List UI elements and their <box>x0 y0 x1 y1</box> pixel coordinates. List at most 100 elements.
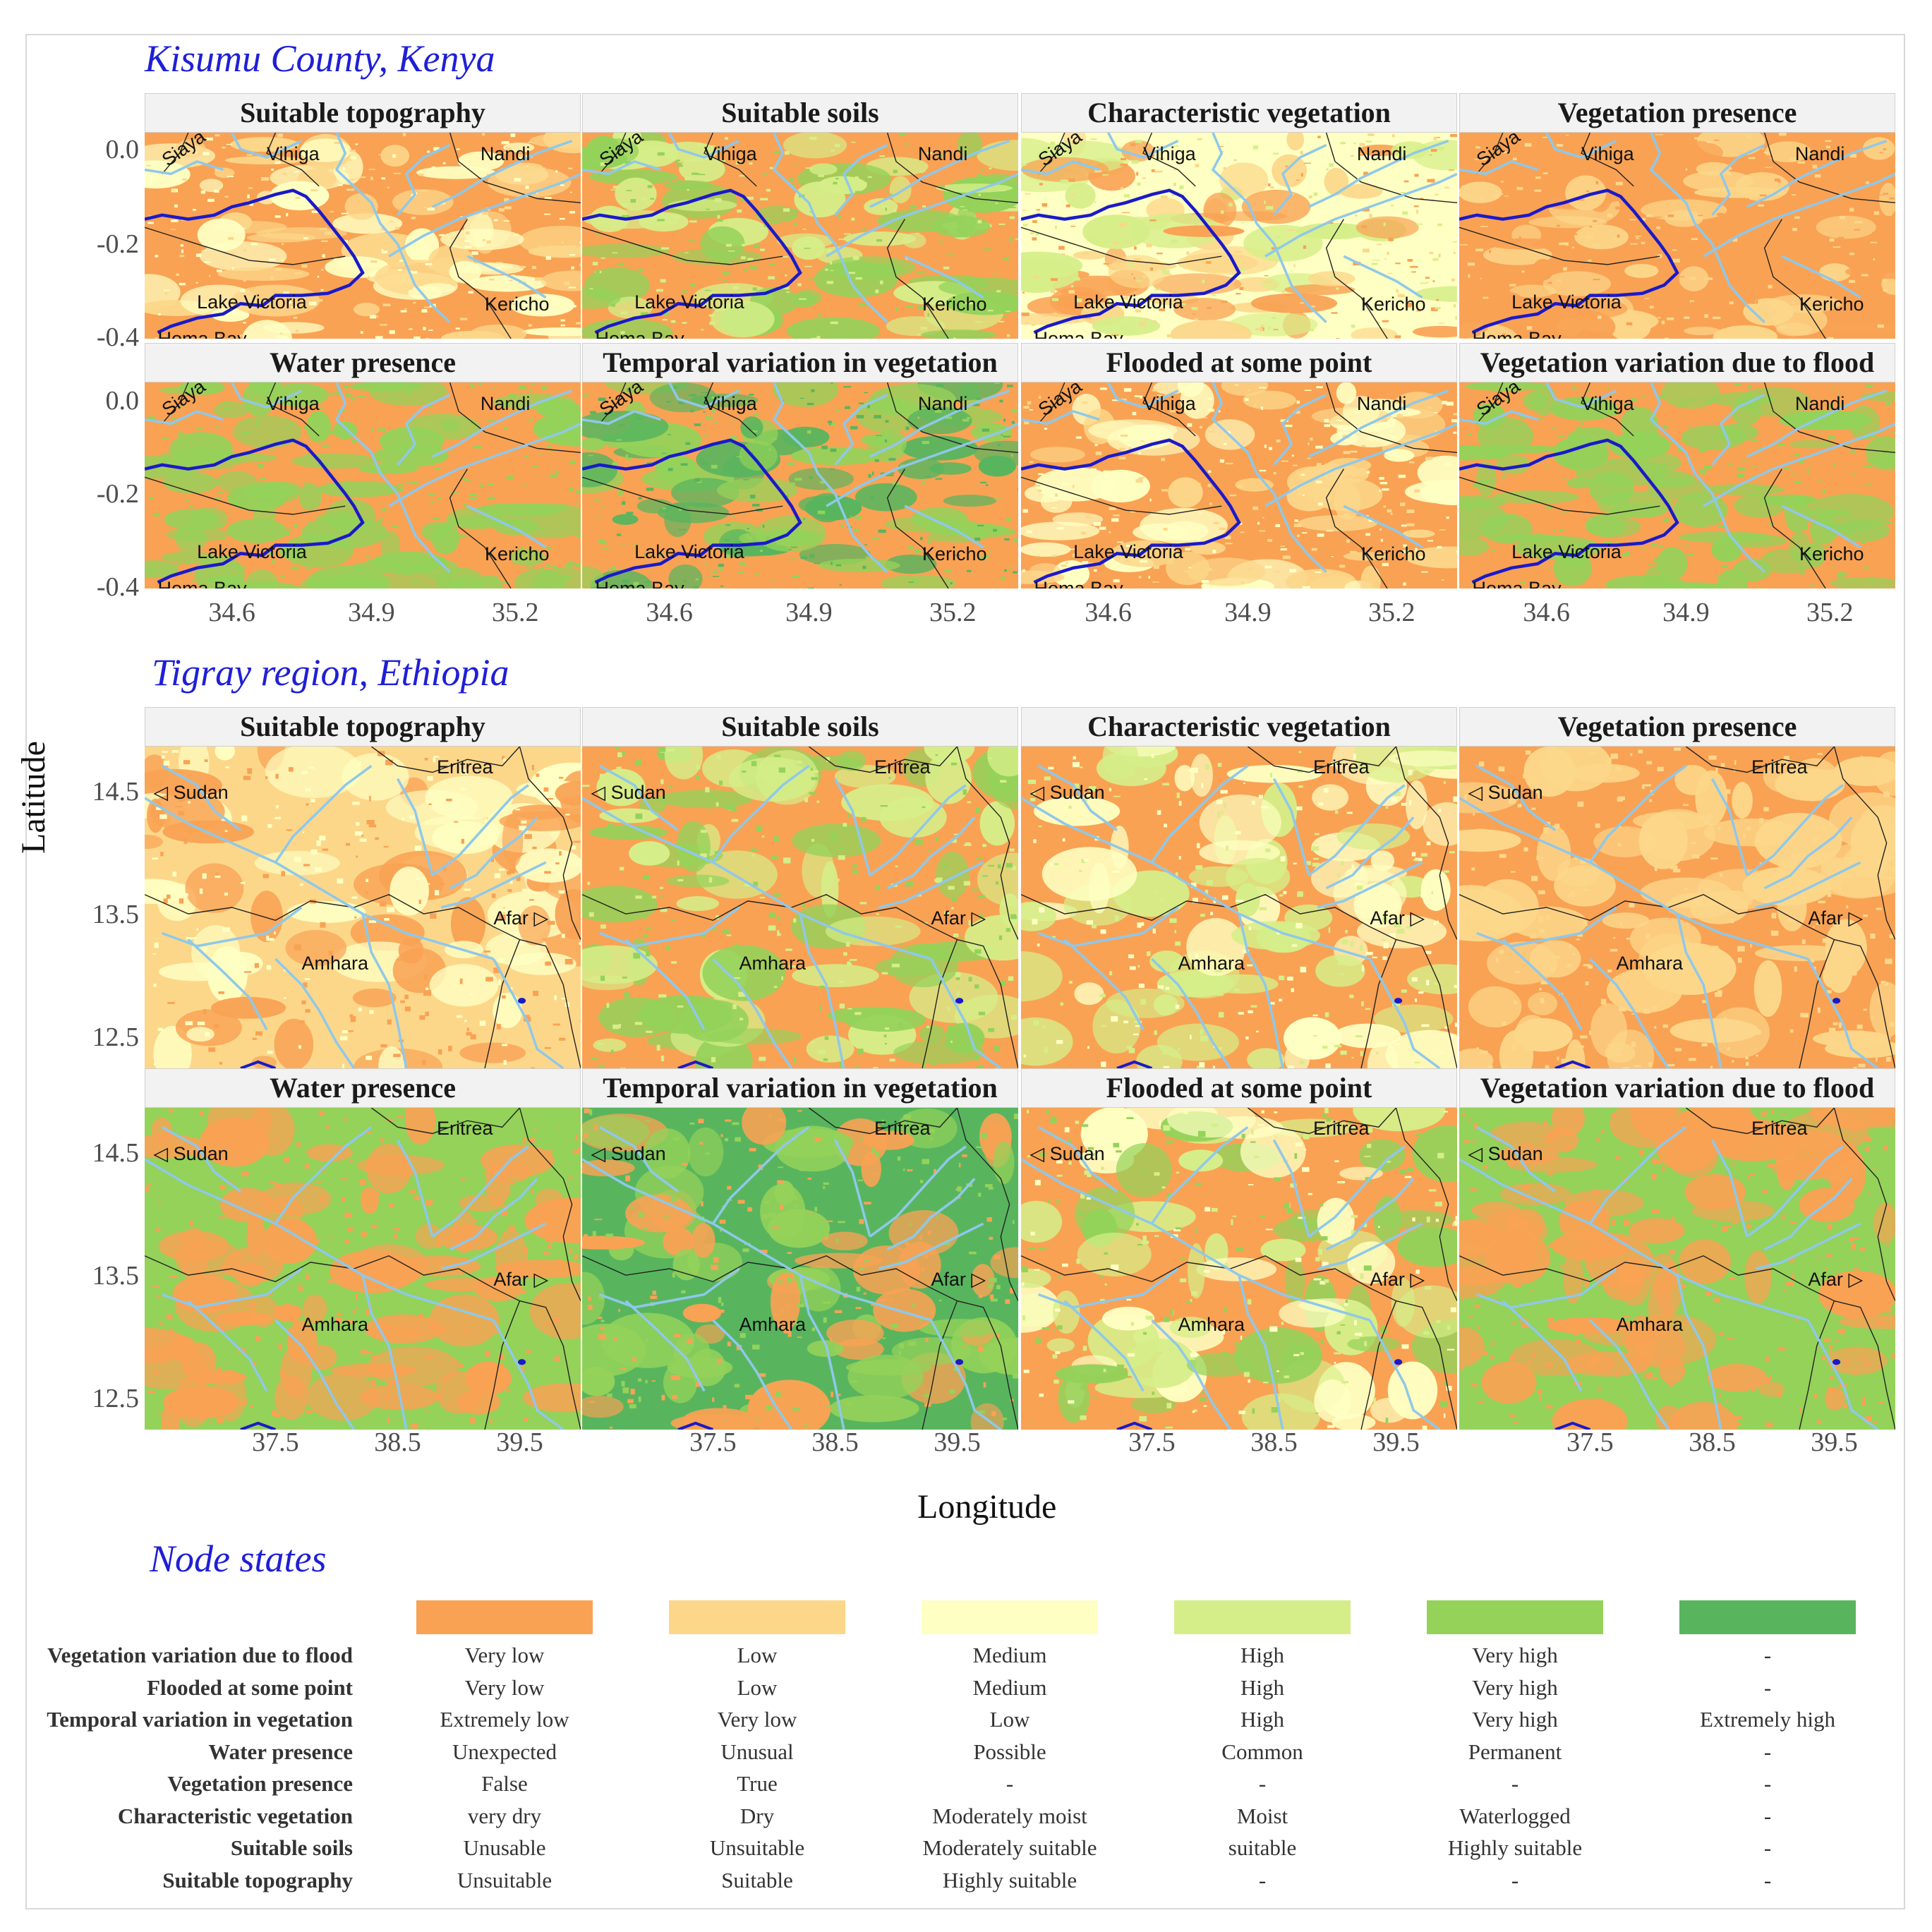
raster-cell <box>1750 943 1752 948</box>
raster-cell <box>280 576 285 577</box>
raster-cell <box>589 1109 593 1116</box>
raster-cell <box>235 1272 241 1276</box>
raster-cell <box>1659 478 1665 482</box>
raster-cell <box>560 324 565 327</box>
raster-cell <box>1566 964 1572 967</box>
raster-cell <box>1179 186 1184 190</box>
suitability-patch <box>1092 999 1141 1054</box>
suitability-patch <box>1816 215 1876 239</box>
suitability-patch <box>1021 901 1057 931</box>
raster-cell <box>903 1114 911 1119</box>
raster-cell <box>1778 133 1787 136</box>
raster-cell <box>502 581 509 584</box>
raster-cell <box>823 1186 826 1189</box>
raster-cell <box>473 516 479 518</box>
suitability-patch <box>1284 284 1356 296</box>
suitability-patch <box>1833 756 1895 787</box>
raster-cell <box>1288 229 1296 231</box>
raster-cell <box>519 265 526 268</box>
raster-cell <box>1867 831 1874 835</box>
raster-cell <box>208 275 211 277</box>
raster-cell <box>662 1228 666 1233</box>
raster-cell <box>1140 440 1145 442</box>
raster-cell <box>600 1320 605 1322</box>
raster-map: Eritrea ◁ Sudan Afar ▷ Amhara <box>582 1108 1018 1430</box>
raster-cell <box>1701 1043 1708 1046</box>
raster-cell <box>1800 572 1805 574</box>
raster-cell <box>1499 462 1507 464</box>
raster-cell <box>224 830 228 832</box>
raster-cell <box>835 564 842 567</box>
raster-cell <box>204 795 210 797</box>
raster-cell <box>288 767 294 772</box>
raster-cell <box>557 569 561 572</box>
raster-cell <box>1689 1025 1696 1031</box>
raster-cell <box>659 452 667 454</box>
raster-cell <box>356 855 358 858</box>
raster-cell <box>1174 929 1177 934</box>
raster-cell <box>1377 243 1382 246</box>
raster-cell <box>384 243 392 248</box>
raster-cell <box>1541 544 1545 546</box>
raster-cell <box>699 459 705 461</box>
raster-cell <box>520 546 524 550</box>
raster-cell <box>830 1337 833 1341</box>
raster-cell <box>936 383 943 387</box>
raster-cell <box>574 1254 579 1260</box>
raster-cell <box>1802 1013 1809 1018</box>
raster-cell <box>1588 480 1595 482</box>
raster-cell <box>1184 570 1188 572</box>
raster-cell <box>574 1134 578 1140</box>
raster-cell <box>668 785 672 788</box>
raster-cell <box>243 971 252 973</box>
raster-cell <box>569 253 575 256</box>
river <box>389 423 581 506</box>
suitability-patch <box>794 181 846 218</box>
suitability-patch <box>1153 994 1178 1016</box>
raster-cell <box>370 260 378 263</box>
panel-title: Water presence <box>145 343 581 382</box>
raster-cell <box>1489 320 1494 322</box>
raster-cell <box>1042 1026 1045 1029</box>
raster-cell <box>267 1050 273 1054</box>
raster-cell <box>788 215 797 219</box>
raster-cell <box>460 787 466 791</box>
raster-cell <box>1265 205 1274 210</box>
admin-border <box>145 895 581 1068</box>
suitability-patch <box>227 519 287 543</box>
raster-cell <box>1887 846 1892 852</box>
raster-cell <box>1822 938 1830 943</box>
raster-cell <box>1602 443 1608 445</box>
raster-cell <box>272 915 279 920</box>
raster-cell <box>1665 548 1670 553</box>
raster-cell <box>1788 917 1797 922</box>
raster-cell <box>1138 984 1145 988</box>
raster-cell <box>647 185 653 188</box>
raster-cell <box>564 1197 568 1203</box>
raster-cell <box>1883 982 1889 986</box>
raster-cell <box>502 758 506 761</box>
raster-cell <box>635 895 642 899</box>
place-label: Kericho <box>1799 543 1864 564</box>
raster-cell <box>1239 286 1244 291</box>
raster-cell <box>791 209 798 212</box>
suitability-patch <box>770 1272 800 1332</box>
raster-cell <box>1717 212 1724 216</box>
raster-cell <box>440 1264 445 1266</box>
raster-cell <box>156 807 162 810</box>
raster-cell <box>1315 572 1322 574</box>
place-label: Homa Bay <box>1473 578 1562 588</box>
raster-cell <box>510 133 516 138</box>
raster-cell <box>1320 484 1324 487</box>
raster-cell <box>1730 576 1735 581</box>
raster-cell <box>247 194 250 198</box>
suitability-patch <box>1030 447 1085 463</box>
raster-cell <box>1201 417 1207 418</box>
raster-cell <box>424 1356 432 1359</box>
raster-cell <box>345 843 351 846</box>
raster-cell <box>997 864 1001 869</box>
suitability-patch <box>210 996 286 1019</box>
river <box>450 1178 538 1249</box>
raster-cell <box>1501 243 1509 246</box>
